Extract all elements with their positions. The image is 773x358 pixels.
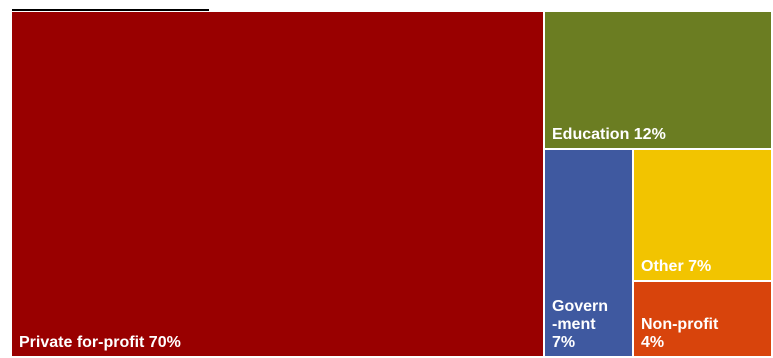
- tile-other: Other 7%: [634, 150, 773, 282]
- tile-education-label: Education 12%: [552, 126, 666, 143]
- tile-education: Education 12%: [545, 12, 773, 150]
- tile-private-for-profit: Private for-profit 70%: [12, 12, 545, 358]
- tile-non-profit: Non-profit 4%: [634, 282, 773, 358]
- tile-government-label: Govern -ment 7%: [552, 298, 609, 351]
- tile-other-label: Other 7%: [641, 258, 712, 275]
- top-rule-line: [12, 9, 209, 11]
- tile-non-profit-label: Non-profit 4%: [641, 316, 719, 351]
- tile-private-for-profit-label: Private for-profit 70%: [19, 334, 181, 351]
- tile-government: Govern -ment 7%: [545, 150, 634, 358]
